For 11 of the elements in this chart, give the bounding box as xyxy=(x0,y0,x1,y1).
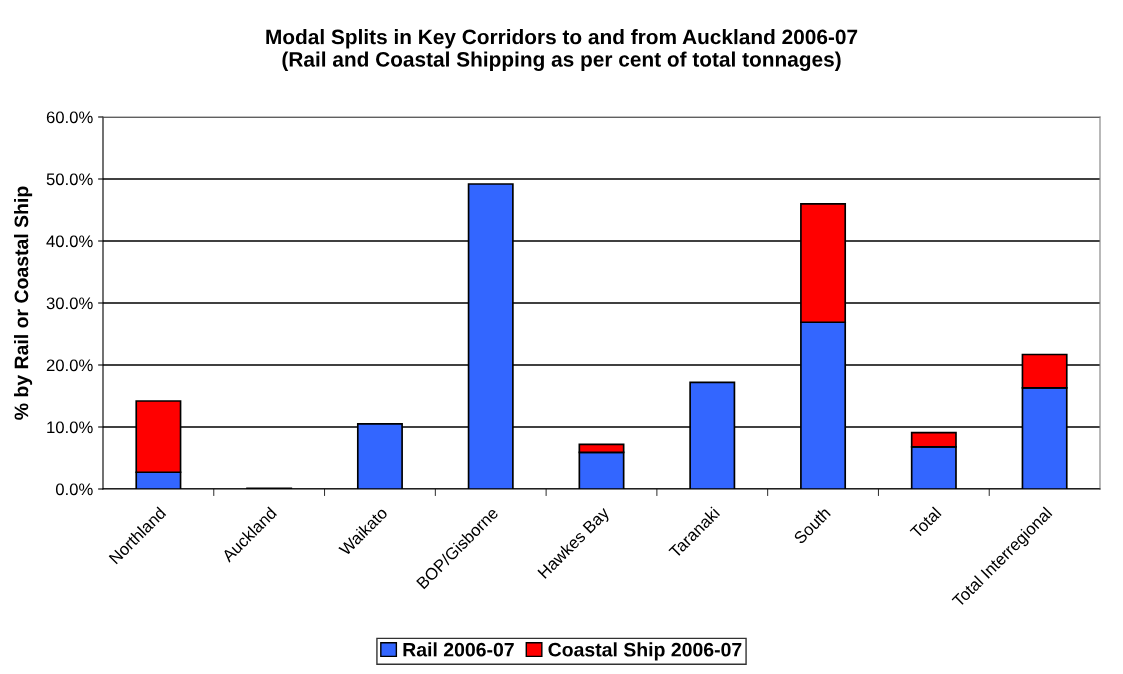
y-tick-label: 60.0% xyxy=(46,111,93,124)
legend-label: Coastal Ship 2006-07 xyxy=(548,642,742,661)
y-tick-label: 20.0% xyxy=(46,359,93,372)
y-axis-title: % by Rail or Coastal Ship xyxy=(14,186,33,420)
y-tick-label: 50.0% xyxy=(46,173,93,186)
y-tick-label: 30.0% xyxy=(46,297,93,310)
y-tick-label: 0.0% xyxy=(55,483,93,496)
y-tick-label: 40.0% xyxy=(46,235,93,248)
legend-label: Rail 2006-07 xyxy=(403,642,514,657)
y-tick-label: 10.0% xyxy=(47,421,93,434)
chart-title: Modal Splits in Key Corridors to and from Auckland 2006-07 (Rail and Coastal Shipping as per cent of total tonnages) xyxy=(266,29,858,71)
